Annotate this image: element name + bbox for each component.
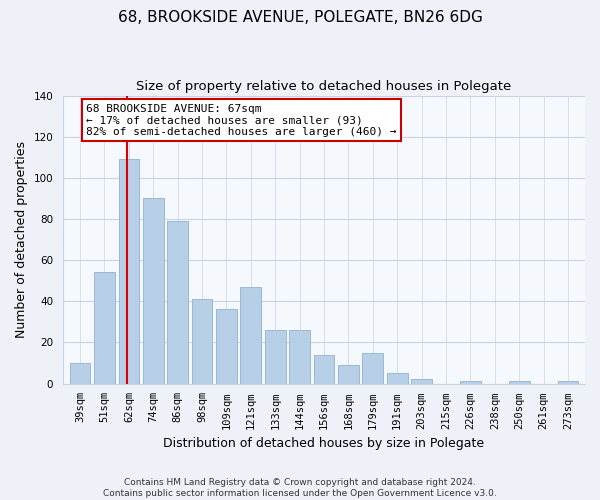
Text: 68, BROOKSIDE AVENUE, POLEGATE, BN26 6DG: 68, BROOKSIDE AVENUE, POLEGATE, BN26 6DG <box>118 10 482 25</box>
Bar <box>191 299 212 384</box>
Bar <box>94 272 115 384</box>
Bar <box>314 354 334 384</box>
Y-axis label: Number of detached properties: Number of detached properties <box>15 141 28 338</box>
Bar <box>216 310 237 384</box>
Bar <box>289 330 310 384</box>
Text: 68 BROOKSIDE AVENUE: 67sqm
← 17% of detached houses are smaller (93)
82% of semi: 68 BROOKSIDE AVENUE: 67sqm ← 17% of deta… <box>86 104 397 137</box>
Bar <box>167 221 188 384</box>
Bar <box>241 287 261 384</box>
Bar <box>143 198 164 384</box>
Bar <box>387 373 407 384</box>
Bar <box>70 363 91 384</box>
Bar <box>338 365 359 384</box>
Bar <box>265 330 286 384</box>
Bar <box>460 382 481 384</box>
X-axis label: Distribution of detached houses by size in Polegate: Distribution of detached houses by size … <box>163 437 485 450</box>
Bar <box>362 352 383 384</box>
Title: Size of property relative to detached houses in Polegate: Size of property relative to detached ho… <box>136 80 512 93</box>
Bar <box>509 382 530 384</box>
Bar <box>411 380 432 384</box>
Bar <box>119 160 139 384</box>
Text: Contains HM Land Registry data © Crown copyright and database right 2024.
Contai: Contains HM Land Registry data © Crown c… <box>103 478 497 498</box>
Bar <box>557 382 578 384</box>
